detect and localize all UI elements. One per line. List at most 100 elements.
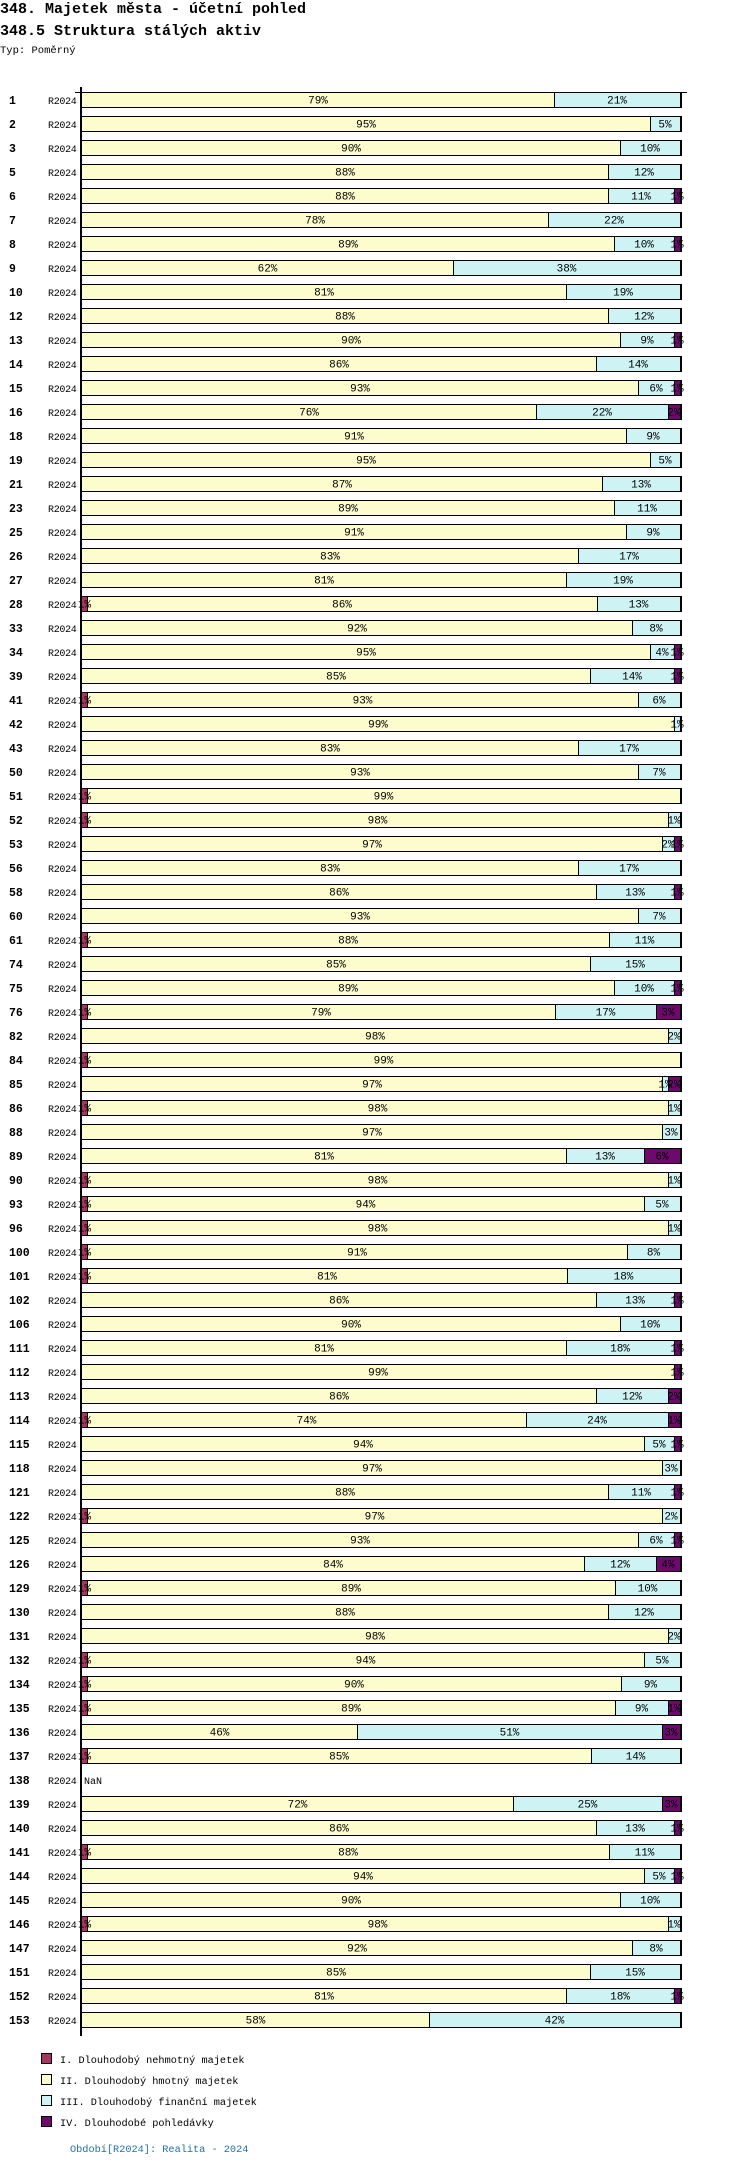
svg-text:R2024: R2024: [48, 1369, 77, 1380]
svg-text:1%: 1%: [670, 672, 684, 684]
svg-text:88%: 88%: [335, 1488, 355, 1500]
svg-text:86%: 86%: [329, 888, 349, 900]
svg-text:17%: 17%: [619, 864, 639, 876]
svg-text:39: 39: [9, 671, 23, 684]
svg-text:147: 147: [9, 1943, 30, 1956]
svg-text:7%: 7%: [652, 912, 666, 924]
svg-text:41: 41: [9, 695, 23, 708]
svg-text:88%: 88%: [338, 936, 358, 948]
svg-text:43: 43: [9, 743, 23, 756]
svg-text:33: 33: [9, 623, 23, 636]
svg-text:5%: 5%: [655, 1656, 669, 1668]
svg-text:10: 10: [9, 287, 23, 300]
svg-text:6%: 6%: [649, 384, 663, 396]
svg-text:IV. Dlouhodobé pohledávky: IV. Dlouhodobé pohledávky: [60, 2118, 214, 2130]
svg-text:98%: 98%: [365, 1632, 385, 1644]
svg-text:90%: 90%: [344, 1680, 364, 1692]
svg-text:18%: 18%: [610, 1344, 630, 1356]
svg-text:89%: 89%: [341, 1704, 361, 1716]
svg-text:R2024: R2024: [48, 1009, 77, 1020]
svg-text:153: 153: [9, 2015, 30, 2028]
svg-text:94%: 94%: [356, 1200, 376, 1212]
svg-text:121: 121: [9, 1487, 30, 1500]
svg-text:81%: 81%: [314, 288, 334, 300]
svg-text:R2024: R2024: [48, 1249, 77, 1260]
svg-text:1%: 1%: [78, 1416, 92, 1428]
svg-text:R2024: R2024: [48, 433, 77, 444]
svg-text:58: 58: [9, 887, 23, 900]
svg-text:18: 18: [9, 431, 23, 444]
svg-text:5%: 5%: [652, 1440, 666, 1452]
svg-text:86%: 86%: [329, 1392, 349, 1404]
svg-text:89%: 89%: [338, 504, 358, 516]
svg-text:90%: 90%: [341, 1896, 361, 1908]
svg-text:27: 27: [9, 575, 23, 588]
svg-text:R2024: R2024: [48, 1417, 77, 1428]
svg-text:91%: 91%: [344, 432, 364, 444]
svg-text:2%: 2%: [664, 1512, 678, 1524]
svg-text:28: 28: [9, 599, 23, 612]
svg-text:2%: 2%: [661, 840, 675, 852]
svg-text:72%: 72%: [288, 1800, 308, 1812]
svg-text:135: 135: [9, 1703, 30, 1716]
svg-text:1%: 1%: [670, 1488, 684, 1500]
svg-text:42%: 42%: [545, 2016, 565, 2028]
svg-text:R2024: R2024: [48, 1825, 77, 1836]
svg-text:93%: 93%: [350, 768, 370, 780]
svg-text:3%: 3%: [661, 1008, 675, 1020]
svg-text:R2024: R2024: [48, 1801, 77, 1812]
svg-text:1%: 1%: [667, 816, 681, 828]
svg-text:R2024: R2024: [48, 1537, 77, 1548]
svg-text:1%: 1%: [670, 1824, 684, 1836]
svg-text:152: 152: [9, 1991, 30, 2004]
svg-text:1%: 1%: [670, 1296, 684, 1308]
svg-text:5%: 5%: [658, 456, 672, 468]
svg-text:R2024: R2024: [48, 265, 77, 276]
svg-text:25: 25: [9, 527, 23, 540]
svg-text:4%: 4%: [655, 648, 669, 660]
svg-text:1%: 1%: [78, 792, 92, 804]
svg-text:1%: 1%: [670, 1440, 684, 1452]
svg-text:84: 84: [9, 1055, 23, 1068]
svg-text:46%: 46%: [210, 1728, 230, 1740]
svg-text:3%: 3%: [664, 1128, 678, 1140]
svg-text:81%: 81%: [314, 1992, 334, 2004]
svg-text:R2024: R2024: [48, 1081, 77, 1092]
svg-text:R2024: R2024: [48, 2017, 77, 2028]
svg-text:R2024: R2024: [48, 1897, 77, 1908]
svg-text:1%: 1%: [78, 1920, 92, 1932]
svg-text:83%: 83%: [320, 744, 340, 756]
svg-text:88%: 88%: [335, 168, 355, 180]
svg-text:78%: 78%: [305, 216, 325, 228]
svg-text:90%: 90%: [341, 1320, 361, 1332]
svg-text:6: 6: [9, 191, 16, 204]
svg-text:83%: 83%: [320, 864, 340, 876]
svg-text:R2024: R2024: [48, 841, 77, 852]
svg-text:86%: 86%: [332, 600, 352, 612]
svg-text:13: 13: [9, 335, 23, 348]
svg-text:1%: 1%: [670, 720, 684, 732]
svg-text:98%: 98%: [368, 1920, 388, 1932]
svg-text:12%: 12%: [634, 1608, 654, 1620]
svg-text:6%: 6%: [649, 1536, 663, 1548]
svg-text:R2024: R2024: [48, 601, 77, 612]
svg-text:R2024: R2024: [48, 865, 77, 876]
svg-text:R2024: R2024: [48, 745, 77, 756]
svg-text:98%: 98%: [365, 1032, 385, 1044]
svg-text:96: 96: [9, 1223, 23, 1236]
svg-text:1%: 1%: [670, 384, 684, 396]
svg-text:R2024: R2024: [48, 1585, 77, 1596]
svg-text:14%: 14%: [628, 360, 648, 372]
svg-text:348. Majetek města - účetní po: 348. Majetek města - účetní pohled: [0, 1, 306, 18]
svg-text:83%: 83%: [320, 552, 340, 564]
svg-text:1%: 1%: [670, 1992, 684, 2004]
svg-text:75: 75: [9, 983, 23, 996]
svg-text:9%: 9%: [640, 336, 654, 348]
svg-text:R2024: R2024: [48, 217, 77, 228]
svg-text:88%: 88%: [335, 1608, 355, 1620]
svg-text:60: 60: [9, 911, 23, 924]
svg-text:5: 5: [9, 167, 16, 180]
svg-text:1%: 1%: [78, 816, 92, 828]
svg-text:93%: 93%: [350, 912, 370, 924]
svg-text:R2024: R2024: [48, 457, 77, 468]
